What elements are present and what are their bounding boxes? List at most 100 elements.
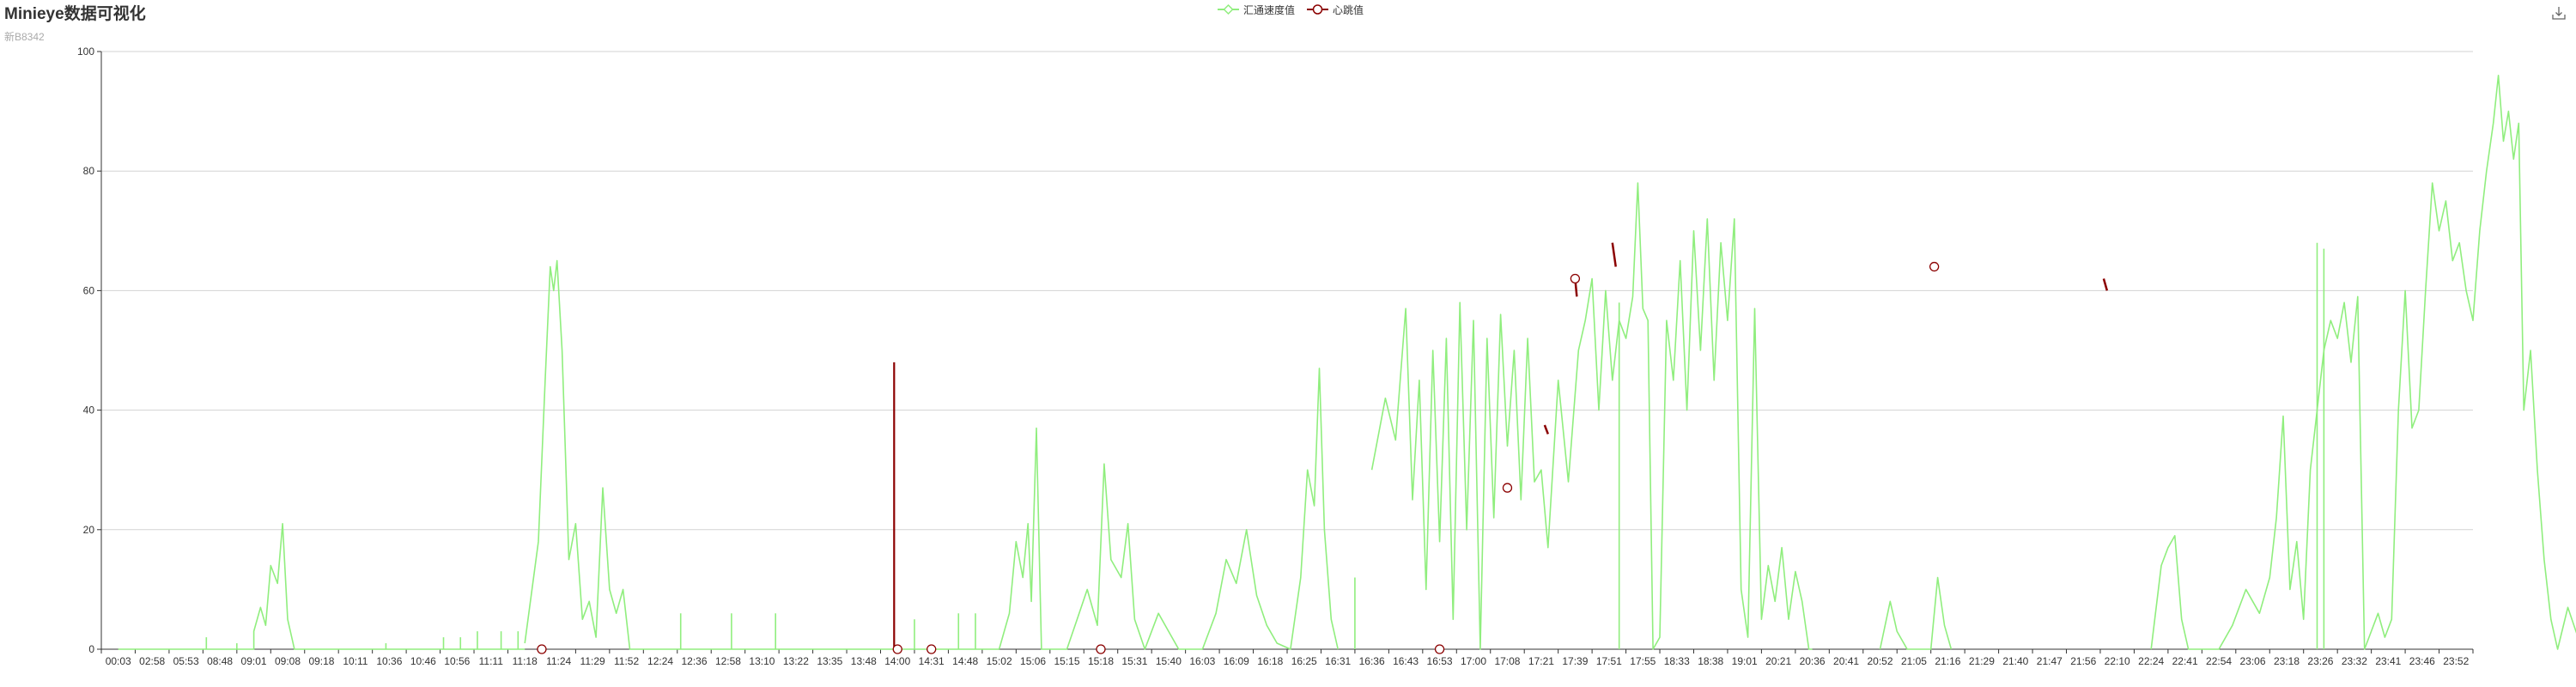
x-tick-label: 21:05 <box>1901 655 1927 667</box>
heartbeat-segment <box>2102 278 2109 291</box>
x-tick-label: 13:35 <box>817 655 842 667</box>
y-tick-label-20: 20 <box>83 524 95 536</box>
x-tick-label: 17:55 <box>1630 655 1656 667</box>
x-tick-label: 09:01 <box>241 655 267 667</box>
speed-line-segment-6 <box>2150 75 2576 650</box>
x-tick-label: 13:22 <box>783 655 809 667</box>
x-tick-label: 15:31 <box>1121 655 1147 667</box>
x-tick-label: 10:11 <box>343 655 368 667</box>
y-grid-lines <box>101 51 2473 531</box>
x-tick-label: 00:03 <box>106 655 131 667</box>
speed-line-segment-4 <box>1370 182 1813 650</box>
x-tick-label: 17:08 <box>1494 655 1520 667</box>
x-tick-label: 02:58 <box>139 655 165 667</box>
heartbeat-point <box>537 644 547 654</box>
y-tick-label-100: 100 <box>77 46 94 58</box>
x-tick-label: 16:31 <box>1325 655 1351 667</box>
x-tick-label: 11:18 <box>513 655 538 667</box>
x-axis-labels: 00:03 02:58 05:53 08:48 09:01 09:08 09:18 10:11… <box>106 655 2470 667</box>
x-tick-label: 05:53 <box>173 655 199 667</box>
heartbeat-point <box>1096 644 1106 654</box>
x-tick-label: 18:38 <box>1698 655 1723 667</box>
x-tick-label: 10:56 <box>444 655 470 667</box>
y-tick-label-80: 80 <box>83 165 95 177</box>
x-tick-label: 15:15 <box>1054 655 1080 667</box>
save-image-button[interactable] <box>2552 6 2566 24</box>
legend-label-speed: 汇通速度值 <box>1243 3 1296 16</box>
x-tick-label: 22:10 <box>2105 655 2130 667</box>
x-tick-label: 20:36 <box>1800 655 1826 667</box>
x-tick-label: 23:06 <box>2240 655 2266 667</box>
x-tick-label: 17:21 <box>1528 655 1554 667</box>
x-tick-label: 15:06 <box>1020 655 1046 667</box>
legend-item-heartbeat[interactable]: 心跳值 <box>1307 3 1364 17</box>
x-tick-label: 14:31 <box>919 655 945 667</box>
x-tick-label: 20:52 <box>1867 655 1893 667</box>
x-tick-label: 23:52 <box>2443 655 2469 667</box>
chart-legend: 汇通速度值 心跳值 <box>1218 1 1364 18</box>
x-tick-label: 09:18 <box>308 655 334 667</box>
x-tick-label: 16:18 <box>1257 655 1283 667</box>
x-tick-label: 11:24 <box>546 655 571 667</box>
x-tick-label: 16:25 <box>1291 655 1317 667</box>
chart-title: Minieye数据可视化 <box>4 5 146 23</box>
heartbeat-segment <box>1543 424 1549 435</box>
x-tick-label: 21:56 <box>2070 655 2096 667</box>
x-tick-label: 22:41 <box>2172 655 2198 667</box>
speed-line-segment-3 <box>1201 368 1339 650</box>
x-tick-label: 23:18 <box>2274 655 2300 667</box>
x-tick-label: 17:00 <box>1461 655 1486 667</box>
x-tick-label: 23:41 <box>2375 655 2401 667</box>
chart-subtitle: 新B8342 <box>4 31 45 43</box>
x-tick-label: 18:33 <box>1664 655 1690 667</box>
x-tick-label: 10:46 <box>410 655 436 667</box>
x-tick-label: 19:01 <box>1732 655 1758 667</box>
x-tick-label: 13:10 <box>749 655 775 667</box>
x-tick-label: 21:16 <box>1935 655 1960 667</box>
x-tick-label: 16:09 <box>1224 655 1249 667</box>
y-tick-label-0: 0 <box>88 643 94 655</box>
speed-line-segment-2 <box>998 427 1203 650</box>
x-tick-label: 15:40 <box>1156 655 1182 667</box>
x-tick-label: 11:29 <box>580 655 605 667</box>
legend-item-speed[interactable]: 汇通速度值 <box>1218 3 1295 17</box>
x-tick-label: 08:48 <box>207 655 233 667</box>
x-tick-label: 21:29 <box>1969 655 1995 667</box>
heartbeat-point <box>1434 644 1445 654</box>
x-tick-label: 17:39 <box>1562 655 1588 667</box>
legend-line-circle-icon <box>1307 4 1329 15</box>
series-heartbeat <box>537 242 2109 654</box>
x-tick-label: 10:36 <box>376 655 402 667</box>
x-tick-label: 12:24 <box>647 655 673 667</box>
speed-line-segment-0 <box>118 523 526 650</box>
y-axis-labels: 0 20 40 60 80 100 <box>77 46 94 655</box>
x-tick-label: 09:08 <box>275 655 301 667</box>
chart-axes <box>97 51 2474 654</box>
chart-title-block: Minieye数据可视化 新B8342 <box>4 1 146 44</box>
x-tick-label: 23:32 <box>2342 655 2367 667</box>
x-tick-label: 11:52 <box>614 655 639 667</box>
heartbeat-point <box>1570 273 1581 284</box>
heartbeat-point <box>892 644 902 654</box>
heartbeat-segment <box>1611 242 1617 267</box>
x-tick-label: 22:54 <box>2206 655 2232 667</box>
x-tick-label: 16:53 <box>1427 655 1453 667</box>
heartbeat-point <box>1502 483 1513 493</box>
x-tick-label: 22:24 <box>2138 655 2164 667</box>
x-tick-label: 23:46 <box>2409 655 2435 667</box>
speed-line-segment-5 <box>1879 576 1953 650</box>
x-tick-label: 16:03 <box>1189 655 1215 667</box>
x-tick-label: 11:11 <box>479 655 504 667</box>
x-tick-label: 23:26 <box>2307 655 2333 667</box>
y-tick-label-60: 60 <box>83 284 95 296</box>
x-tick-label: 20:41 <box>1833 655 1859 667</box>
x-tick-label: 14:48 <box>952 655 978 667</box>
x-tick-label: 20:21 <box>1765 655 1791 667</box>
x-tick-label: 12:36 <box>681 655 707 667</box>
y-tick-label-40: 40 <box>83 404 95 416</box>
x-tick-label: 17:51 <box>1596 655 1622 667</box>
heartbeat-point <box>927 644 937 654</box>
heartbeat-point <box>1929 261 1940 272</box>
x-tick-label: 12:58 <box>715 655 741 667</box>
